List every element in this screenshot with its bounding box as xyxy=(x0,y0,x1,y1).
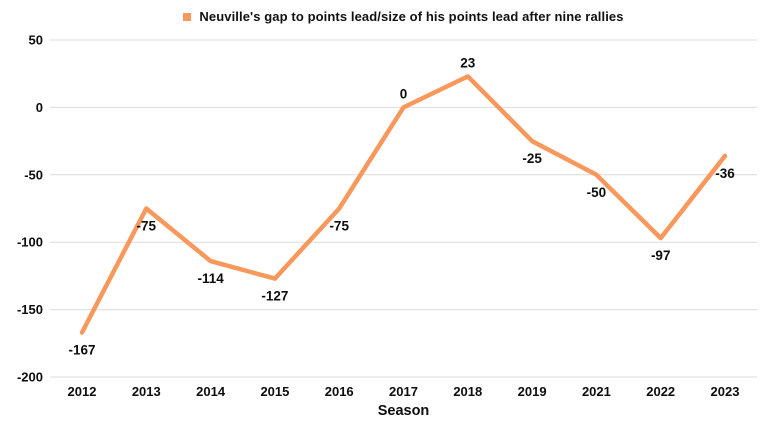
y-tick-label: 50 xyxy=(29,33,43,48)
x-tick-label: 2014 xyxy=(196,384,226,399)
data-point-label: -97 xyxy=(651,248,671,263)
x-axis-title: Season xyxy=(377,403,430,419)
legend-label: Neuville's gap to points lead/size of hi… xyxy=(199,9,624,24)
x-tick-label: 2021 xyxy=(582,384,611,399)
data-point-label: -114 xyxy=(197,271,224,286)
x-tick-label: 2015 xyxy=(260,384,289,399)
data-point-label: -127 xyxy=(261,289,288,304)
x-tick-label: 2023 xyxy=(711,384,740,399)
x-tick-label: 2019 xyxy=(518,384,547,399)
x-tick-label: 2013 xyxy=(132,384,161,399)
legend-marker-square xyxy=(183,12,192,21)
data-point-label: -75 xyxy=(329,219,349,234)
x-tick-label: 2016 xyxy=(325,384,354,399)
data-point-label: -167 xyxy=(68,343,95,358)
series-line xyxy=(79,74,728,335)
data-point-label: -36 xyxy=(715,166,735,181)
data-point-label: 0 xyxy=(400,86,408,101)
x-tick-label: 2017 xyxy=(389,384,418,399)
data-point-label: -50 xyxy=(587,185,607,200)
y-tick-label: -50 xyxy=(24,167,43,182)
y-tick-label: 0 xyxy=(36,100,43,115)
y-tick-label: -100 xyxy=(17,235,43,250)
x-tick-label: 2022 xyxy=(646,384,675,399)
data-point-label: 23 xyxy=(460,55,476,70)
x-tick-label: 2018 xyxy=(453,384,482,399)
data-point-label: -25 xyxy=(522,151,542,166)
legend: Neuville's gap to points lead/size of hi… xyxy=(50,9,757,24)
x-tick-label: 2012 xyxy=(68,384,97,399)
y-tick-label: -200 xyxy=(17,370,43,385)
data-point-label: -75 xyxy=(137,219,157,234)
y-tick-label: -150 xyxy=(17,302,43,317)
